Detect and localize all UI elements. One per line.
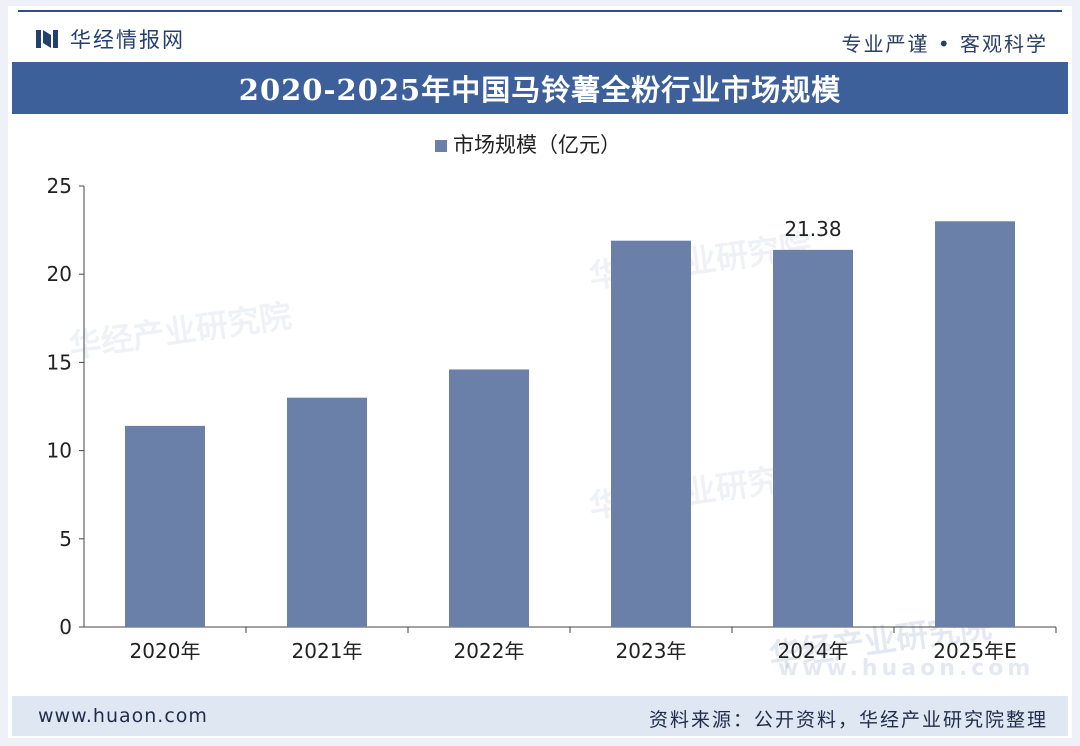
brand: 华经情报网 [34, 24, 185, 54]
top-rule [18, 10, 1062, 12]
huajing-logo-icon [36, 30, 58, 48]
footer-band: www.huaon.com 资料来源：公开资料，华经产业研究院整理 [12, 696, 1068, 736]
y-tick-label: 10 [47, 439, 72, 463]
x-tick-label: 2023年 [616, 639, 687, 663]
x-tick-label: 2025年E [933, 639, 1017, 663]
slogan: 专业严谨 • 客观科学 [841, 32, 1048, 56]
bar [287, 397, 367, 627]
y-tick-label: 15 [47, 350, 72, 374]
bar [773, 249, 853, 627]
footer-source: 资料来源：公开资料，华经产业研究院整理 [648, 709, 1048, 731]
y-tick-label: 25 [47, 174, 72, 198]
watermark-url: www.huaon.com [778, 656, 1035, 681]
footer-url: www.huaon.com [38, 705, 208, 727]
legend-label: 市场规模（亿元） [453, 133, 621, 157]
title-band: 2020-2025年中国马铃薯全粉行业市场规模 [12, 62, 1068, 114]
chart-card: 华经情报网 专业严谨 • 客观科学 2020-2025年中国马铃薯全粉行业市场规… [8, 6, 1072, 738]
chart-title: 2020-2025年中国马铃薯全粉行业市场规模 [238, 73, 842, 107]
bar-chart: 市场规模（亿元） 0 5 10 15 20 25 2020年 2021年 2022年 2023年 20… [47, 133, 1057, 663]
data-label: 21.38 [784, 217, 841, 241]
bar [449, 369, 529, 627]
x-tick-label: 2022年 [454, 639, 525, 663]
x-tick-label: 2020年 [130, 639, 201, 663]
header-bar: 华经情报网 专业严谨 • 客观科学 [8, 16, 1072, 60]
x-tick-label: 2021年 [292, 639, 363, 663]
y-tick-label: 20 [47, 262, 72, 286]
bar [125, 425, 205, 627]
y-tick-label: 0 [59, 615, 72, 639]
bar [935, 221, 1015, 627]
x-tick-label: 2024年 [778, 639, 849, 663]
y-tick-label: 5 [59, 527, 72, 551]
brand-name: 华经情报网 [70, 28, 185, 52]
bar [611, 240, 691, 627]
legend-swatch [435, 140, 447, 152]
